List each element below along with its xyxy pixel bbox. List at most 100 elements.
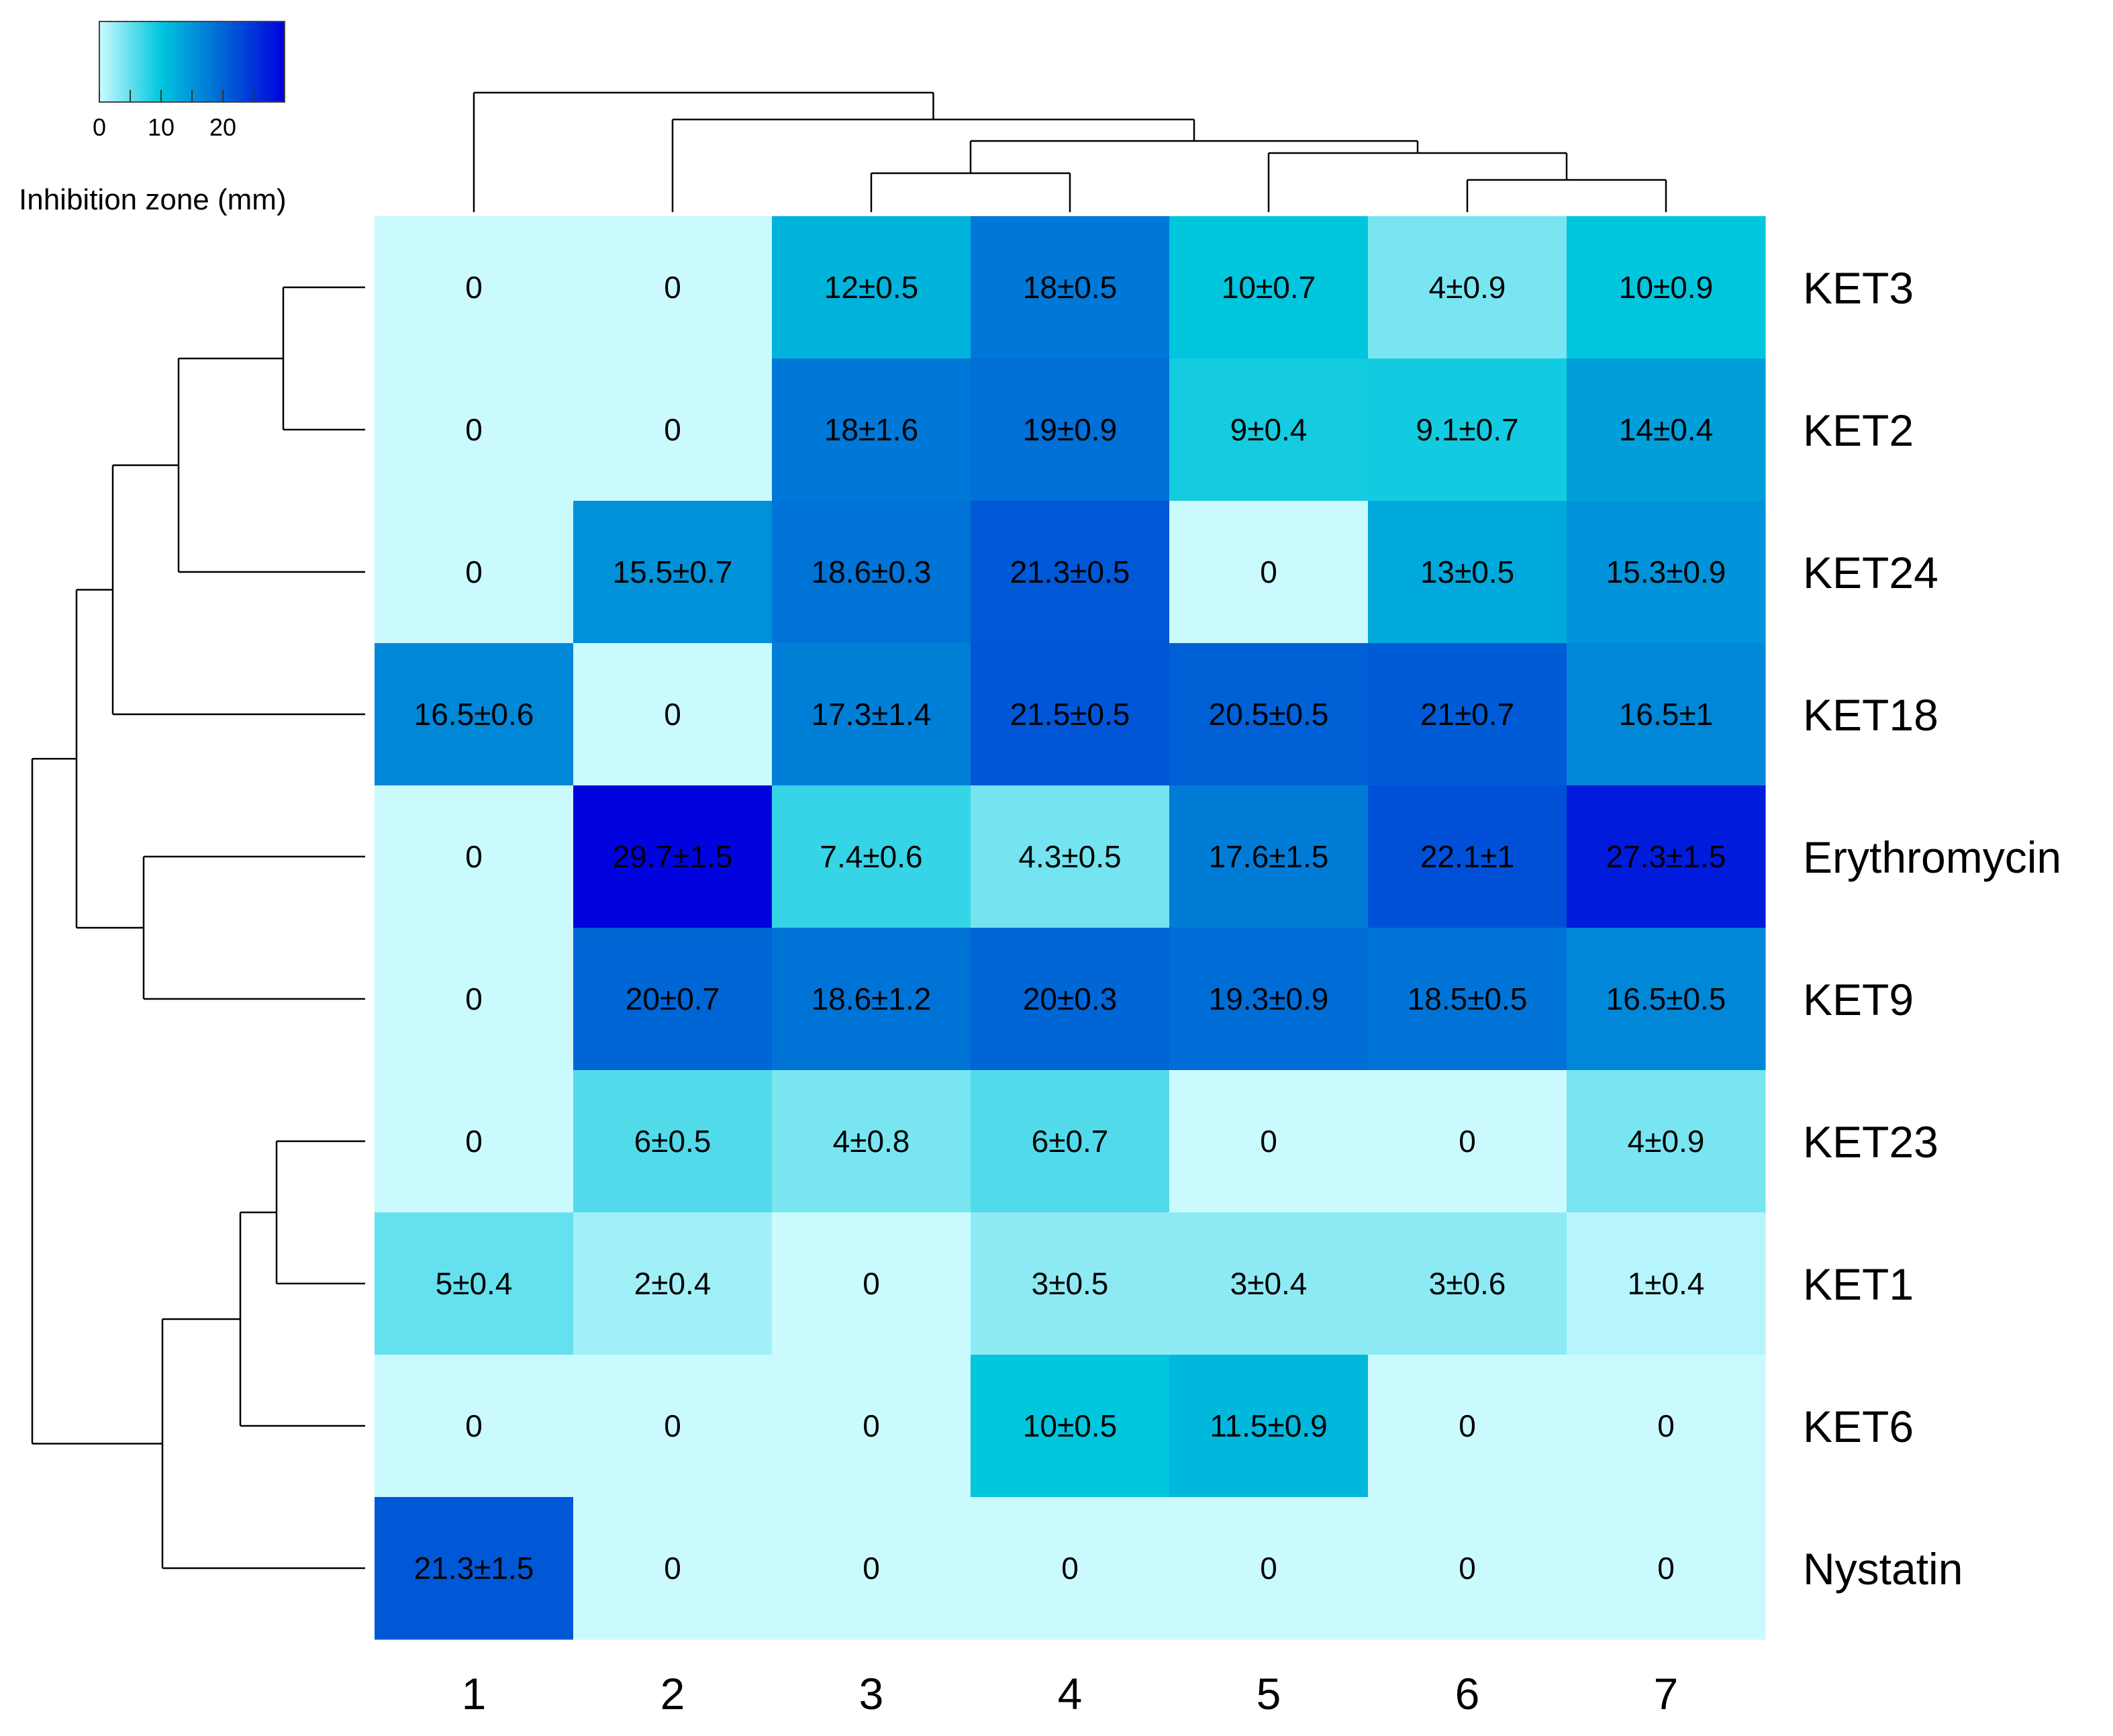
heatmap-cell (573, 785, 773, 928)
heatmap-cell (573, 643, 773, 786)
heatmap-cell (1368, 928, 1567, 1071)
heatmap-cell (375, 1070, 574, 1213)
cell-value-label: 0 (863, 1408, 880, 1443)
cell-value-label: 0 (664, 270, 681, 305)
cell-value-label: 2±0.4 (634, 1266, 711, 1301)
heatmap-cell (573, 216, 773, 359)
heatmap-cell (573, 358, 773, 501)
row-label: Nystatin (1803, 1544, 1963, 1594)
cell-value-label: 19.3±0.9 (1209, 981, 1329, 1016)
cell-value-label: 1±0.4 (1628, 1266, 1705, 1301)
row-label: KET24 (1803, 548, 1938, 597)
heatmap-cell (1169, 1070, 1369, 1213)
column-label: 2 (660, 1669, 685, 1719)
heatmap-cell (375, 501, 574, 644)
cell-value-label: 18.6±1.2 (812, 981, 932, 1016)
heatmap-cell (971, 1070, 1170, 1213)
heatmap-cell (1169, 928, 1369, 1071)
heatmap-cell (573, 1497, 773, 1640)
cell-value-label: 0 (1459, 1124, 1476, 1159)
heatmap-cell (573, 1355, 773, 1498)
cell-value-label: 19±0.9 (1023, 412, 1117, 447)
cell-value-label: 21.3±1.5 (414, 1551, 534, 1586)
cell-value-label: 0 (1657, 1408, 1675, 1443)
heatmap-cell (1169, 216, 1369, 359)
heatmap-cell (1169, 643, 1369, 786)
cell-value-label: 16.5±0.6 (414, 697, 534, 732)
cell-value-label: 0 (465, 1124, 483, 1159)
heatmap-cell (573, 928, 773, 1071)
heatmap-cell (375, 1497, 574, 1640)
legend-tick-label: 10 (148, 113, 175, 141)
column-dendrogram (473, 91, 1667, 212)
column-label: 1 (462, 1669, 487, 1719)
column-label: 5 (1257, 1669, 1281, 1719)
heatmap-cell (772, 1497, 971, 1640)
heatmap-cell (1169, 501, 1369, 644)
heatmap-cell (1169, 1212, 1369, 1355)
heatmap-cell (375, 643, 574, 786)
cell-value-label: 0 (664, 412, 681, 447)
heatmap-cell (1567, 643, 1766, 786)
cell-value-label: 16.5±0.5 (1606, 981, 1726, 1016)
cell-value-label: 0 (465, 554, 483, 589)
row-label: Erythromycin (1803, 832, 2061, 882)
column-label: 7 (1654, 1669, 1679, 1719)
cell-value-label: 20±0.3 (1023, 981, 1117, 1016)
cell-value-label: 0 (664, 697, 681, 732)
column-labels: 1 2 3 4 5 6 7 (462, 1669, 1679, 1719)
heatmap-cell (971, 785, 1170, 928)
row-labels: KET3 KET2 KET24 KET18 Erythromycin KET9 KET23 K… (1803, 263, 2061, 1594)
heatmap-cell (971, 928, 1170, 1071)
heatmap-cell (772, 1355, 971, 1498)
legend-title: Inhibition zone (mm) (19, 183, 287, 216)
legend-ticks: 0 10 20 (93, 90, 254, 141)
heatmap-cell (1368, 1355, 1567, 1498)
row-label: KET3 (1803, 263, 1914, 313)
heatmap-cell (1368, 1070, 1567, 1213)
heatmap-cell (1567, 1070, 1766, 1213)
column-label: 4 (1058, 1669, 1083, 1719)
heatmap-cell (1169, 1355, 1369, 1498)
heatmap-cell (971, 1355, 1170, 1498)
heatmap-cell (1567, 1212, 1766, 1355)
cell-value-label: 0 (465, 412, 483, 447)
heatmap-cell (1567, 1497, 1766, 1640)
heatmap-cell (1368, 358, 1567, 501)
cell-value-label: 18±0.5 (1023, 270, 1117, 305)
heatmap-cell (375, 785, 574, 928)
cell-value-label: 12±0.5 (824, 270, 918, 305)
row-dendrogram (31, 286, 365, 1570)
heatmap-cell (375, 1355, 574, 1498)
cell-value-label: 17.6±1.5 (1209, 839, 1329, 874)
row-label: KET1 (1803, 1259, 1914, 1309)
cell-value-label: 6±0.7 (1032, 1124, 1109, 1159)
heatmap-cell (1567, 216, 1766, 359)
cell-value-label: 0 (1657, 1551, 1675, 1586)
cell-value-label: 0 (1260, 554, 1277, 589)
heatmap-cell (971, 1212, 1170, 1355)
heatmap-cell (772, 501, 971, 644)
heatmap-cell (375, 216, 574, 359)
heatmap-cell (971, 501, 1170, 644)
heatmap-cell (772, 1212, 971, 1355)
cell-value-label: 4±0.8 (833, 1124, 910, 1159)
cell-value-label: 0 (1061, 1551, 1079, 1586)
cell-value-label: 4.3±0.5 (1018, 839, 1121, 874)
cell-value-label: 22.1±1 (1420, 839, 1514, 874)
cell-value-label: 10±0.7 (1222, 270, 1316, 305)
cell-value-label: 14±0.4 (1619, 412, 1713, 447)
cell-value-label: 15.5±0.7 (613, 554, 733, 589)
heatmap-cell (772, 928, 971, 1071)
heatmap-cell (573, 1212, 773, 1355)
cell-value-label: 3±0.4 (1230, 1266, 1308, 1301)
cell-value-label: 27.3±1.5 (1606, 839, 1726, 874)
heatmap-cell-labels: 0 0 12±0.5 18±0.5 10±0.7 4±0.9 10±0.9 0 0 18±1.6 1… (414, 270, 1726, 1586)
cell-value-label: 18.5±0.5 (1408, 981, 1528, 1016)
cell-value-label: 0 (1260, 1551, 1277, 1586)
cell-value-label: 13±0.5 (1420, 554, 1514, 589)
legend-tick-label: 20 (209, 113, 236, 141)
cell-value-label: 21±0.7 (1420, 697, 1514, 732)
cell-value-label: 3±0.6 (1429, 1266, 1506, 1301)
